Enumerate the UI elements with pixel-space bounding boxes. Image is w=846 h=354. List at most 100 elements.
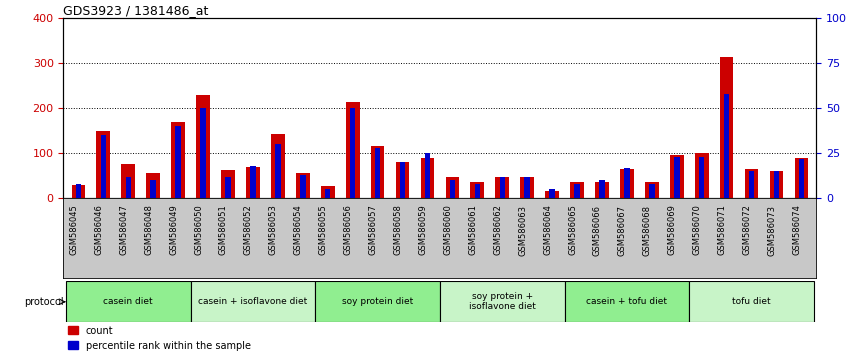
Text: casein diet: casein diet — [103, 297, 153, 306]
Bar — [171, 122, 185, 198]
Text: GSM586073: GSM586073 — [767, 205, 777, 256]
Text: GDS3923 / 1381486_at: GDS3923 / 1381486_at — [63, 4, 209, 17]
Text: GSM586068: GSM586068 — [643, 205, 651, 256]
Text: GSM586070: GSM586070 — [693, 205, 701, 256]
Bar — [101, 135, 106, 198]
Bar — [799, 159, 805, 198]
Bar — [475, 184, 480, 198]
Text: soy protein +
isoflavone diet: soy protein + isoflavone diet — [469, 292, 536, 312]
Legend: count, percentile rank within the sample: count, percentile rank within the sample — [69, 326, 250, 350]
Text: GSM586057: GSM586057 — [369, 205, 377, 256]
Text: GSM586069: GSM586069 — [667, 205, 677, 256]
Bar — [325, 189, 331, 198]
Bar — [499, 177, 505, 198]
Bar — [125, 177, 131, 198]
Bar — [724, 93, 729, 198]
Bar — [420, 158, 434, 198]
Text: GSM586060: GSM586060 — [443, 205, 453, 256]
Bar — [175, 126, 181, 198]
Bar — [649, 184, 655, 198]
Text: GSM586066: GSM586066 — [593, 205, 602, 256]
Text: GSM586067: GSM586067 — [618, 205, 627, 256]
Bar — [275, 144, 281, 198]
Text: GSM586064: GSM586064 — [543, 205, 552, 256]
Text: GSM586045: GSM586045 — [69, 205, 79, 255]
Bar — [151, 180, 156, 198]
Text: GSM586065: GSM586065 — [568, 205, 577, 256]
Bar — [271, 134, 285, 198]
Text: GSM586051: GSM586051 — [219, 205, 228, 255]
Text: casein + tofu diet: casein + tofu diet — [586, 297, 667, 306]
Bar — [549, 189, 555, 198]
Bar — [371, 146, 384, 198]
Bar — [599, 180, 605, 198]
Text: GSM586052: GSM586052 — [244, 205, 253, 255]
Bar — [346, 102, 360, 198]
Bar — [749, 171, 755, 198]
Text: tofu diet: tofu diet — [733, 297, 771, 306]
FancyBboxPatch shape — [66, 281, 190, 322]
Bar — [574, 184, 580, 198]
Bar — [546, 190, 559, 198]
FancyBboxPatch shape — [190, 281, 316, 322]
Text: GSM586047: GSM586047 — [119, 205, 129, 256]
Text: GSM586061: GSM586061 — [469, 205, 477, 256]
Text: GSM586059: GSM586059 — [419, 205, 427, 255]
Bar — [744, 169, 758, 198]
Text: GSM586071: GSM586071 — [717, 205, 727, 256]
Bar — [300, 175, 305, 198]
Bar — [496, 177, 509, 198]
Bar — [246, 167, 260, 198]
Text: GSM586053: GSM586053 — [269, 205, 277, 256]
Text: GSM586074: GSM586074 — [793, 205, 801, 256]
Bar — [96, 131, 110, 198]
Bar — [520, 177, 534, 198]
Bar — [225, 177, 231, 198]
Bar — [396, 162, 409, 198]
Bar — [645, 182, 659, 198]
Bar — [794, 158, 808, 198]
Bar — [75, 184, 81, 198]
Text: casein + isoflavone diet: casein + isoflavone diet — [198, 297, 308, 306]
Bar — [321, 186, 334, 198]
Bar — [296, 173, 310, 198]
FancyBboxPatch shape — [689, 281, 814, 322]
Bar — [375, 148, 381, 198]
Text: GSM586049: GSM586049 — [169, 205, 179, 255]
Bar — [595, 182, 609, 198]
Text: soy protein diet: soy protein diet — [342, 297, 413, 306]
Bar — [699, 157, 705, 198]
Text: GSM586050: GSM586050 — [194, 205, 203, 255]
Bar — [720, 57, 733, 198]
FancyBboxPatch shape — [564, 281, 689, 322]
Bar — [425, 153, 431, 198]
Bar — [400, 162, 405, 198]
Text: GSM586054: GSM586054 — [294, 205, 303, 255]
Text: GSM586048: GSM586048 — [144, 205, 153, 256]
Bar — [570, 182, 584, 198]
Bar — [774, 171, 779, 198]
Bar — [525, 177, 530, 198]
Bar — [770, 171, 783, 198]
Bar — [446, 177, 459, 198]
Text: GSM586046: GSM586046 — [95, 205, 103, 256]
Bar — [624, 167, 629, 198]
Bar — [201, 108, 206, 198]
Bar — [250, 166, 255, 198]
FancyBboxPatch shape — [316, 281, 440, 322]
Text: protocol: protocol — [24, 297, 63, 307]
Text: GSM586056: GSM586056 — [343, 205, 353, 256]
Text: GSM586072: GSM586072 — [743, 205, 751, 256]
Bar — [674, 157, 679, 198]
Text: GSM586058: GSM586058 — [393, 205, 403, 256]
Text: GSM586055: GSM586055 — [319, 205, 327, 255]
Bar — [620, 169, 634, 198]
Text: GSM586062: GSM586062 — [493, 205, 503, 256]
Bar — [470, 182, 484, 198]
Bar — [670, 155, 684, 198]
Bar — [196, 95, 210, 198]
Bar — [221, 170, 235, 198]
Bar — [146, 173, 160, 198]
Bar — [72, 185, 85, 198]
Bar — [449, 180, 455, 198]
